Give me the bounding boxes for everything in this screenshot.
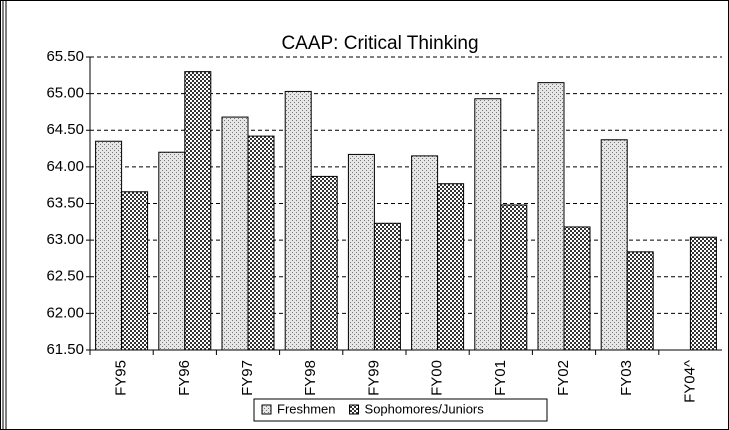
- x-tick-label: FY97: [239, 360, 256, 396]
- y-tick-label: 62.00: [46, 304, 84, 321]
- bar: [347, 153, 375, 351]
- legend-swatch: [349, 404, 360, 415]
- bar: [537, 82, 565, 351]
- chart-title: CAAP: Critical Thinking: [281, 33, 478, 54]
- y-tick-label: 65.00: [46, 85, 84, 102]
- x-tick-label: FY04^: [681, 360, 698, 403]
- y-tick-label: 61.50: [46, 341, 84, 358]
- bar: [474, 98, 502, 351]
- y-tick-label: 63.50: [46, 194, 84, 211]
- legend: [253, 398, 548, 422]
- x-tick-label: FY98: [302, 360, 319, 396]
- y-tick-label: 64.00: [46, 158, 84, 175]
- x-tick-label: FY96: [176, 360, 193, 396]
- bar: [500, 204, 528, 351]
- y-tick-label: 63.00: [46, 231, 84, 248]
- bar: [247, 135, 275, 351]
- bar: [221, 116, 249, 351]
- bar: [95, 140, 123, 351]
- x-tick-label: FY99: [365, 360, 382, 396]
- bar: [310, 175, 338, 351]
- y-tick-label: 62.50: [46, 268, 84, 285]
- x-tick-label: FY95: [113, 360, 130, 396]
- bar: [184, 71, 212, 351]
- legend-label: Freshmen: [277, 401, 336, 416]
- bar: [158, 151, 186, 351]
- legend-label: Sophomores/Juniors: [365, 401, 485, 416]
- bar: [563, 226, 591, 351]
- bar: [689, 236, 717, 351]
- y-tick-label: 64.50: [46, 121, 84, 138]
- bar: [373, 222, 401, 351]
- x-tick-label: FY02: [555, 360, 572, 396]
- bar: [284, 90, 312, 351]
- bar: [600, 139, 628, 351]
- bar: [121, 191, 149, 351]
- y-tick-label: 65.50: [46, 48, 84, 65]
- legend-box: [253, 398, 548, 422]
- bar: [437, 183, 465, 351]
- x-tick-label: FY01: [492, 360, 509, 396]
- x-tick-label: FY00: [429, 360, 446, 396]
- bar: [411, 155, 439, 351]
- legend-swatch: [261, 404, 272, 415]
- bar: [626, 251, 654, 351]
- x-tick-label: FY03: [618, 360, 635, 396]
